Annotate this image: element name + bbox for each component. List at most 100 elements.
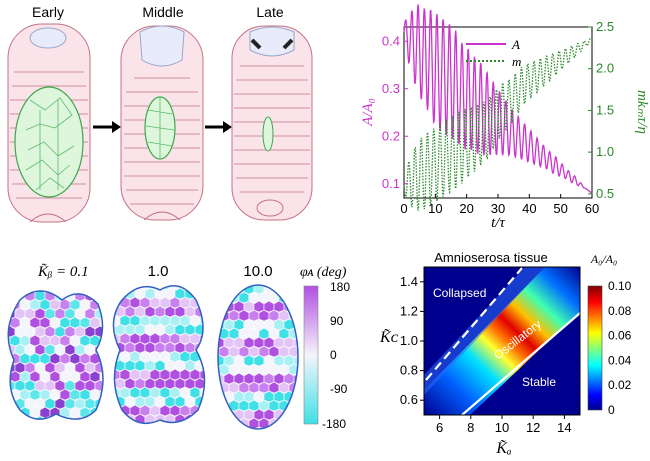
- cell: [283, 285, 295, 295]
- cell: [70, 425, 80, 436]
- cell: [218, 300, 225, 313]
- boundary-stable: [461, 312, 580, 415]
- x-tick-label: 0: [400, 201, 407, 216]
- cell: [120, 281, 130, 292]
- cell: [225, 414, 235, 425]
- cell: [113, 359, 116, 372]
- cell: [194, 413, 205, 424]
- cell: [218, 408, 225, 421]
- cell: [218, 426, 225, 429]
- phase-colorbar: [303, 285, 319, 425]
- heatmap-title: Amnioserosa tissue: [434, 250, 547, 265]
- cell: [215, 414, 225, 425]
- cell: [50, 425, 60, 436]
- cell: [105, 290, 115, 301]
- embryo-late: [231, 25, 313, 221]
- cell: [179, 422, 191, 424]
- cell: [293, 285, 298, 295]
- timeseries-lines: [403, 4, 593, 211]
- cell: [283, 426, 295, 429]
- cell: [84, 415, 96, 420]
- cell: [288, 417, 298, 429]
- heatmap-y-tick-label: 0.6: [400, 392, 418, 407]
- cell: [293, 426, 298, 429]
- cell: [119, 422, 131, 424]
- phase-tick: 90: [330, 314, 344, 328]
- cell: [215, 306, 225, 317]
- y-tick-label-right: 2.0: [596, 61, 614, 76]
- heatmap-x-label: K̃ₐ: [495, 439, 512, 457]
- region-label-collapsed: Collapsed: [433, 286, 486, 300]
- cell: [113, 404, 121, 417]
- phase-map-1: [0, 281, 130, 436]
- heatmap-colorbar-ticks: 0.10 0.08 0.06 0.04 0.02 0: [608, 279, 632, 417]
- cell: [105, 398, 115, 409]
- cell: [110, 281, 120, 292]
- cell: [205, 378, 215, 389]
- cell: [8, 291, 16, 302]
- cell: [99, 298, 104, 311]
- cell: [218, 285, 225, 295]
- cell: [293, 408, 298, 421]
- cell: [14, 415, 26, 420]
- cell: [80, 425, 90, 436]
- y-tick-label-right: 2.5: [596, 19, 614, 34]
- y-tick-label-right: 0.5: [596, 186, 614, 201]
- cell: [9, 291, 21, 293]
- cell: [210, 315, 220, 326]
- cell: [293, 390, 298, 403]
- region-label-stable: Stable: [522, 375, 556, 389]
- heatmap-y-tick-label: 0.8: [400, 363, 418, 378]
- cell: [100, 405, 110, 416]
- cell: [60, 425, 70, 436]
- legend-label-a: A: [511, 37, 520, 52]
- cell: [263, 285, 275, 295]
- heatmap-x-tick-label: 8: [467, 420, 474, 435]
- heatmap-colorbar-tick-label: 0.04: [608, 353, 632, 367]
- cell: [100, 297, 110, 308]
- cell: [8, 352, 11, 365]
- heatmap-y-tick-label: 1.2: [400, 303, 418, 318]
- heatmap-colorbar-tick-label: 0.06: [608, 329, 632, 343]
- phase-tick: -180: [322, 417, 346, 431]
- heatmap-x-tick-label: 6: [436, 420, 443, 435]
- cell: [205, 324, 215, 335]
- cell: [30, 425, 40, 436]
- y-tick-label-left: 0.1: [382, 176, 400, 191]
- cell: [115, 416, 125, 427]
- boundary-collapsed: [425, 267, 523, 381]
- cell: [8, 298, 11, 311]
- cell: [189, 285, 201, 291]
- embryo-early: [7, 23, 91, 223]
- stage-label-early: Early: [32, 4, 64, 20]
- cell: [205, 288, 215, 299]
- cell: [215, 396, 225, 407]
- phase-tick: 180: [330, 280, 350, 294]
- y-tick-label-left: 0.4: [382, 33, 400, 48]
- cell: [223, 426, 235, 429]
- cell: [210, 297, 220, 308]
- cell: [105, 416, 115, 427]
- y-axis-label-left: A/A₀: [360, 98, 376, 127]
- cell: [225, 288, 235, 299]
- heatmap-x-tick-label: 10: [495, 420, 509, 435]
- cell: [169, 285, 181, 291]
- cell: [293, 300, 298, 313]
- cell: [113, 305, 116, 318]
- cell: [205, 360, 215, 371]
- cell: [159, 422, 171, 424]
- cell: [205, 342, 215, 353]
- cell: [253, 426, 265, 429]
- heatmap-colorbar-tick-label: 0.10: [608, 279, 632, 293]
- cell: [0, 425, 10, 436]
- phase-panel: K̃ᵦ = 0.1 1.0 10.0 φᴀ (deg) 180 90 0 -90…: [0, 263, 350, 436]
- cell: [189, 422, 201, 424]
- cell: [113, 285, 121, 291]
- cell: [49, 291, 61, 293]
- cell: [288, 291, 298, 304]
- phase-label-1: K̃ᵦ = 0.1: [37, 264, 89, 280]
- cell: [114, 413, 126, 424]
- cell: [205, 396, 215, 407]
- cell: [215, 288, 225, 299]
- cell: [10, 425, 20, 436]
